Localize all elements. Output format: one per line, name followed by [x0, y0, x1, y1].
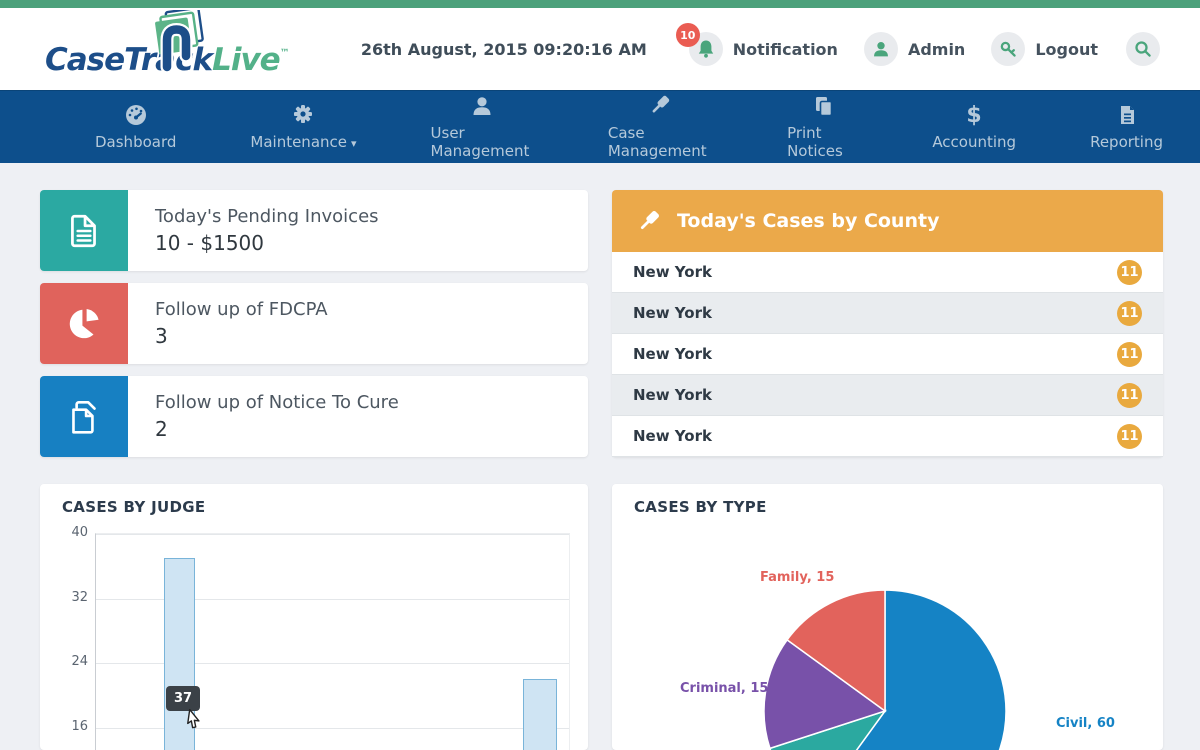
dollar-icon: $	[963, 104, 985, 126]
cases-by-county-header: Today's Cases by County	[612, 190, 1163, 252]
user-icon	[471, 95, 493, 117]
y-tick-label: 32	[56, 590, 88, 605]
nav-item-maintenance[interactable]: Maintenance▾	[213, 91, 393, 163]
county-rows: New York 11 New York 11 New York 11 New …	[612, 252, 1163, 457]
admin-button[interactable]: Admin	[864, 32, 965, 66]
stat-value: 3	[155, 324, 328, 348]
county-row[interactable]: New York 11	[612, 375, 1163, 416]
stat-card-notice-to-cure[interactable]: Follow up of Notice To Cure 2	[40, 376, 588, 457]
cases-by-type-card: CASES BY TYPE Civil, 60Criminal, 15Famil…	[612, 484, 1163, 750]
pie-chart	[612, 484, 1163, 750]
document-icon	[1116, 104, 1138, 126]
notification-button[interactable]: 10 Notification	[689, 32, 838, 66]
invoice-icon	[40, 190, 128, 271]
logout-button[interactable]: Logout	[991, 32, 1098, 66]
nav-item-case-management[interactable]: Case Management	[571, 91, 750, 163]
nav-item-reporting[interactable]: Reporting	[1053, 91, 1200, 163]
nav-item-print-notices[interactable]: Print Notices	[750, 91, 895, 163]
count-badge: 11	[1117, 342, 1142, 367]
county-row[interactable]: New York 11	[612, 252, 1163, 293]
pie-label-civil: Civil, 60	[1056, 716, 1115, 731]
bar-chart-title: CASES BY JUDGE	[62, 498, 205, 516]
chevron-down-icon: ▾	[351, 137, 357, 150]
brand-color-strip	[0, 0, 1200, 8]
key-icon	[991, 32, 1025, 66]
cases-by-county-panel: Today's Cases by County New York 11 New …	[612, 190, 1163, 457]
pie-label-criminal: Criminal, 15	[680, 681, 768, 696]
person-icon	[864, 32, 898, 66]
county-row[interactable]: New York 11	[612, 416, 1163, 457]
panel-title: Today's Cases by County	[677, 210, 939, 232]
gavel-icon	[648, 95, 672, 117]
count-badge: 11	[1117, 424, 1142, 449]
search-icon	[1134, 40, 1152, 58]
stat-title: Today's Pending Invoices	[155, 206, 379, 227]
y-tick-label: 16	[56, 719, 88, 734]
stat-title: Follow up of FDCPA	[155, 299, 328, 320]
nav-item-dashboard[interactable]: Dashboard	[58, 91, 213, 163]
gauge-icon	[125, 104, 147, 126]
count-badge: 11	[1117, 260, 1142, 285]
stat-title: Follow up of Notice To Cure	[155, 392, 399, 413]
nav-item-user-management[interactable]: User Management	[394, 91, 571, 163]
logo-pages-icon	[147, 10, 213, 72]
cursor-pointer-icon	[180, 708, 204, 736]
bell-icon: 10	[689, 32, 723, 66]
pie-label-family: Family, 15	[760, 570, 834, 585]
main-nav: Dashboard Maintenance▾ User Ma	[0, 90, 1200, 163]
gridline	[96, 534, 569, 535]
y-tick-label: 40	[56, 525, 88, 540]
count-badge: 11	[1117, 383, 1142, 408]
county-row[interactable]: New York 11	[612, 334, 1163, 375]
pie-icon	[40, 283, 128, 364]
stat-value: 2	[155, 417, 399, 441]
county-row[interactable]: New York 11	[612, 293, 1163, 334]
nav-item-accounting[interactable]: $ Accounting	[895, 91, 1053, 163]
datetime-text: 26th August, 2015 09:20:16 AM	[361, 40, 647, 59]
pages-icon	[812, 95, 834, 117]
cases-by-judge-card: CASES BY JUDGE 37 40322416	[40, 484, 588, 750]
y-tick-label: 24	[56, 654, 88, 669]
app-header: CaseTrackLive™ 26th August, 2015 09:20:1…	[0, 8, 1200, 90]
gear-icon	[292, 103, 314, 125]
count-badge: 11	[1117, 301, 1142, 326]
notification-badge: 10	[676, 23, 700, 47]
stat-card-pending-invoices[interactable]: Today's Pending Invoices 10 - $1500	[40, 190, 588, 271]
gavel-icon	[636, 208, 662, 234]
svg-text:$: $	[967, 104, 982, 126]
copy-icon	[40, 376, 128, 457]
bar-chart-plot: 37 40322416	[95, 533, 570, 750]
stat-card-fdcpa[interactable]: Follow up of FDCPA 3	[40, 283, 588, 364]
stat-value: 10 - $1500	[155, 231, 379, 255]
bar-judge-2[interactable]	[523, 679, 557, 750]
search-button[interactable]	[1126, 32, 1160, 66]
app-logo[interactable]: CaseTrackLive™	[45, 8, 345, 90]
